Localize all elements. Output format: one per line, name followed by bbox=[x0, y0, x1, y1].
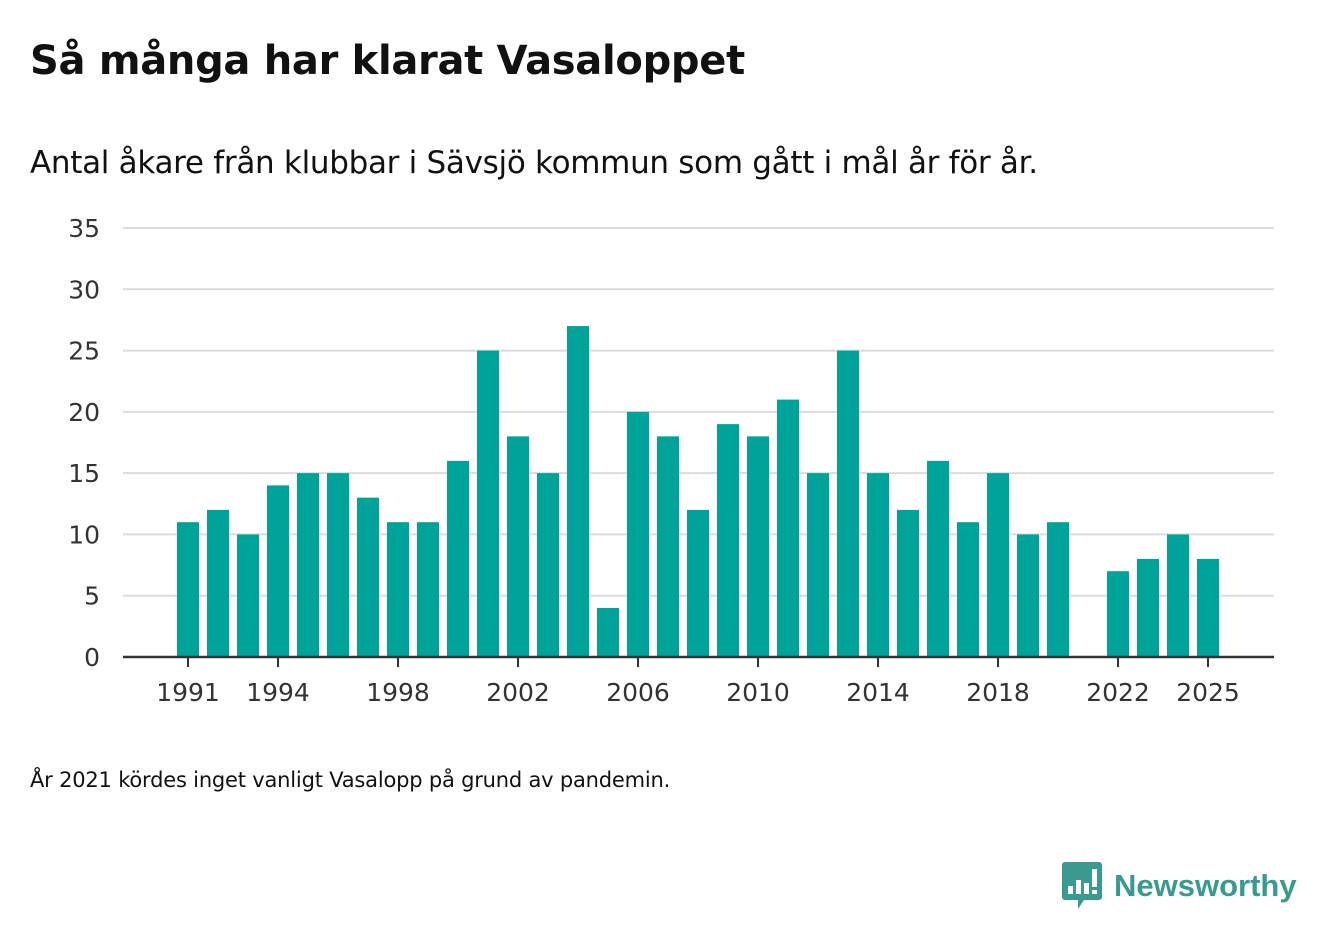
x-tick-label: 2006 bbox=[606, 678, 670, 707]
y-tick-label: 15 bbox=[68, 459, 100, 488]
bar-2000 bbox=[447, 460, 469, 657]
bar-2001 bbox=[477, 350, 499, 657]
bar-1997 bbox=[357, 497, 379, 657]
bar-2004 bbox=[567, 326, 589, 657]
bar-2022 bbox=[1107, 571, 1129, 657]
bar-2024 bbox=[1167, 534, 1189, 657]
bar-2010 bbox=[747, 436, 769, 657]
bar-2011 bbox=[777, 399, 799, 657]
bar-2017 bbox=[957, 522, 979, 657]
x-tick-label: 1994 bbox=[246, 678, 310, 707]
chart-subtitle: Antal åkare från klubbar i Sävsjö kommun… bbox=[30, 145, 1038, 181]
bar-2025 bbox=[1197, 558, 1219, 657]
x-tick-label: 2018 bbox=[966, 678, 1030, 707]
bar-2012 bbox=[807, 473, 829, 657]
bar-2019 bbox=[1017, 534, 1039, 657]
bar-2016 bbox=[927, 460, 949, 657]
bar-2018 bbox=[987, 473, 1009, 657]
x-tick-label: 1998 bbox=[366, 678, 430, 707]
x-tick-label: 2022 bbox=[1086, 678, 1150, 707]
bar-1994 bbox=[267, 485, 289, 657]
footnote: År 2021 kördes inget vanligt Vasalopp på… bbox=[30, 768, 671, 792]
bar-2002 bbox=[507, 436, 529, 657]
y-tick-label: 0 bbox=[84, 643, 100, 672]
y-tick-label: 30 bbox=[68, 275, 100, 304]
bar-2015 bbox=[897, 509, 919, 657]
bar-2013 bbox=[837, 350, 859, 657]
bar-2003 bbox=[537, 473, 559, 657]
x-tick-label: 2002 bbox=[486, 678, 550, 707]
bar-2020 bbox=[1047, 522, 1069, 657]
y-tick-label: 5 bbox=[84, 582, 100, 611]
y-tick-label: 20 bbox=[68, 398, 100, 427]
y-tick-label: 10 bbox=[68, 520, 100, 549]
bar-1993 bbox=[237, 534, 259, 657]
newsworthy-logo: Newsworthy bbox=[1062, 862, 1297, 910]
y-tick-label: 25 bbox=[68, 337, 100, 366]
bar-1999 bbox=[417, 522, 439, 657]
y-tick-label: 35 bbox=[68, 214, 100, 243]
bar-1998 bbox=[387, 522, 409, 657]
x-tick-label: 2025 bbox=[1176, 678, 1240, 707]
x-tick-label: 2010 bbox=[726, 678, 790, 707]
bar-1991 bbox=[177, 522, 199, 657]
bar-2014 bbox=[867, 473, 889, 657]
bar-2006 bbox=[627, 411, 649, 657]
chart-title: Så många har klarat Vasaloppet bbox=[30, 38, 745, 84]
newsworthy-logo-icon bbox=[1062, 862, 1102, 909]
brand-name: Newsworthy bbox=[1114, 868, 1297, 903]
bar-2008 bbox=[687, 509, 709, 657]
bar-1996 bbox=[327, 473, 349, 657]
bar-2005 bbox=[597, 607, 619, 657]
bars bbox=[177, 326, 1219, 657]
bar-2009 bbox=[717, 424, 739, 657]
bar-1995 bbox=[297, 473, 319, 657]
bar-2007 bbox=[657, 436, 679, 657]
bar-1992 bbox=[207, 509, 229, 657]
x-tick-label: 1991 bbox=[156, 678, 220, 707]
bar-2023 bbox=[1137, 558, 1159, 657]
x-tick-label: 2014 bbox=[846, 678, 910, 707]
